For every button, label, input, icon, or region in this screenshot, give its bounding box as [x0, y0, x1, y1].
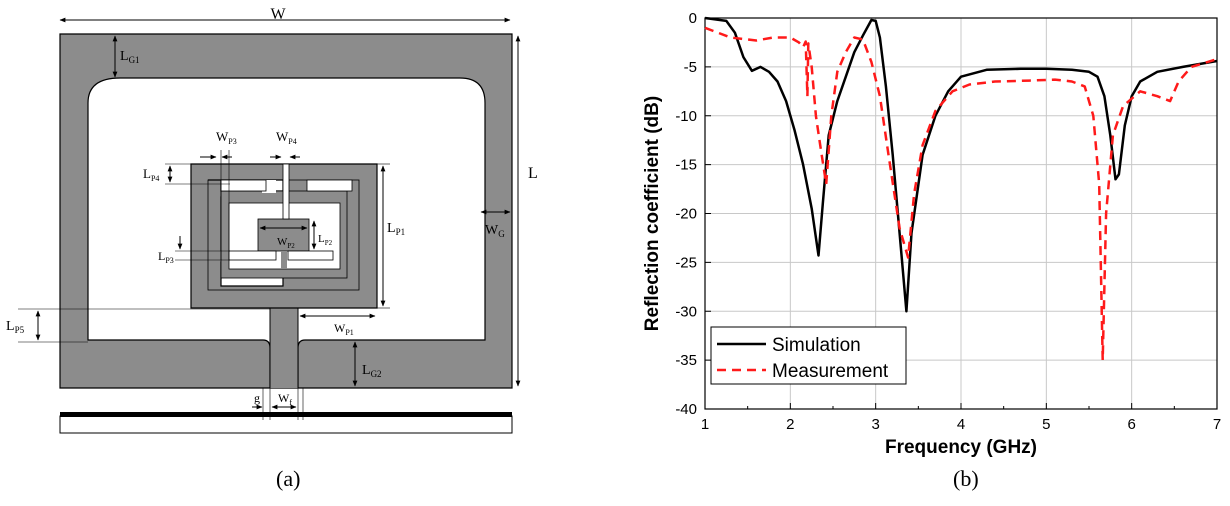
ground-plane	[59, 33, 513, 389]
series-line-measurement	[704, 26, 1218, 362]
legend-measurement-label: Measurement	[772, 361, 889, 382]
caption-a: (a)	[276, 466, 301, 491]
label-W: W	[270, 6, 286, 23]
label-LP3: LP3	[158, 249, 174, 265]
label-LP4: LP4	[143, 166, 159, 183]
label-g: g	[254, 391, 260, 405]
y-tick-label: 0	[689, 10, 697, 27]
antenna-geometry-panel: W L LG1 LG2 WG WP3 WP4 LP4 LP1	[0, 0, 600, 501]
y-tick-label: -40	[675, 401, 697, 418]
label-WP3: WP3	[216, 129, 237, 146]
feed-line	[270, 308, 298, 388]
label-LG1: LG1	[120, 49, 140, 65]
label-LP2: LP2	[318, 233, 333, 247]
label-LG2: LG2	[362, 363, 382, 379]
x-tick-label: 4	[957, 416, 965, 433]
x-tick-label: 5	[1042, 416, 1050, 433]
y-tick-label: -10	[675, 108, 697, 125]
label-LP1: LP1	[387, 221, 405, 237]
label-WP2: WP2	[277, 236, 295, 250]
series-line-simulation	[704, 16, 1218, 313]
x-tick-label: 2	[786, 416, 794, 433]
antenna-geometry-diagram: W L LG1 LG2 WG WP3 WP4 LP4 LP1	[6, 6, 538, 434]
substrate-side-view	[59, 415, 513, 434]
legend-box	[710, 326, 907, 385]
chart-series	[704, 16, 1218, 362]
label-Wf: Wf	[278, 391, 292, 407]
y-tick-label: -25	[675, 254, 697, 271]
y-tick-label: -30	[675, 303, 697, 320]
x-tick-label: 1	[701, 416, 709, 433]
x-axis-label: Frequency (GHz)	[885, 437, 1037, 458]
y-tick-label: -20	[675, 206, 697, 223]
x-tick-label: 3	[871, 416, 879, 433]
ground-layer-side-view	[60, 412, 512, 417]
y-axis-label: Reflection coefficient (dB)	[642, 96, 663, 331]
x-tick-label: 6	[1127, 416, 1135, 433]
reflection-coefficient-chart: 1 2 3 4 5 6 7 0 -5 -10 -15 -20 -25 -30 -35 -40 Frequenc…	[642, 10, 1221, 458]
y-tick-label: -15	[675, 157, 697, 174]
caption-b: (b)	[953, 466, 979, 491]
label-WP1: WP1	[334, 321, 354, 337]
legend-simulation-label: Simulation	[772, 335, 861, 356]
label-WG: WG	[485, 223, 505, 239]
inner-patch	[257, 218, 310, 252]
x-tick-label: 7	[1213, 416, 1221, 433]
label-L: L	[528, 165, 538, 182]
chart-ticks: 1 2 3 4 5 6 7 0 -5 -10 -15 -20 -25 -30 -35 -40	[675, 10, 1221, 433]
label-WP4: WP4	[276, 129, 297, 146]
y-tick-label: -35	[675, 352, 697, 369]
label-LP5: LP5	[6, 319, 25, 335]
chart-legend: Simulation Measurement	[710, 326, 907, 385]
reflection-coefficient-chart-panel: 1 2 3 4 5 6 7 0 -5 -10 -15 -20 -25 -30 -35 -40 Frequenc…	[600, 0, 1230, 501]
y-tick-label: -5	[684, 59, 697, 76]
